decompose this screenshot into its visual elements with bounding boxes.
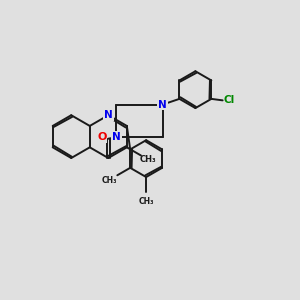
Text: CH₃: CH₃ bbox=[140, 155, 157, 164]
Text: CH₃: CH₃ bbox=[101, 176, 117, 184]
Text: N: N bbox=[104, 110, 113, 120]
Text: Cl: Cl bbox=[224, 95, 235, 105]
Text: O: O bbox=[97, 132, 106, 142]
Text: N: N bbox=[112, 132, 121, 142]
Text: N: N bbox=[158, 100, 167, 110]
Text: CH₃: CH₃ bbox=[138, 197, 154, 206]
